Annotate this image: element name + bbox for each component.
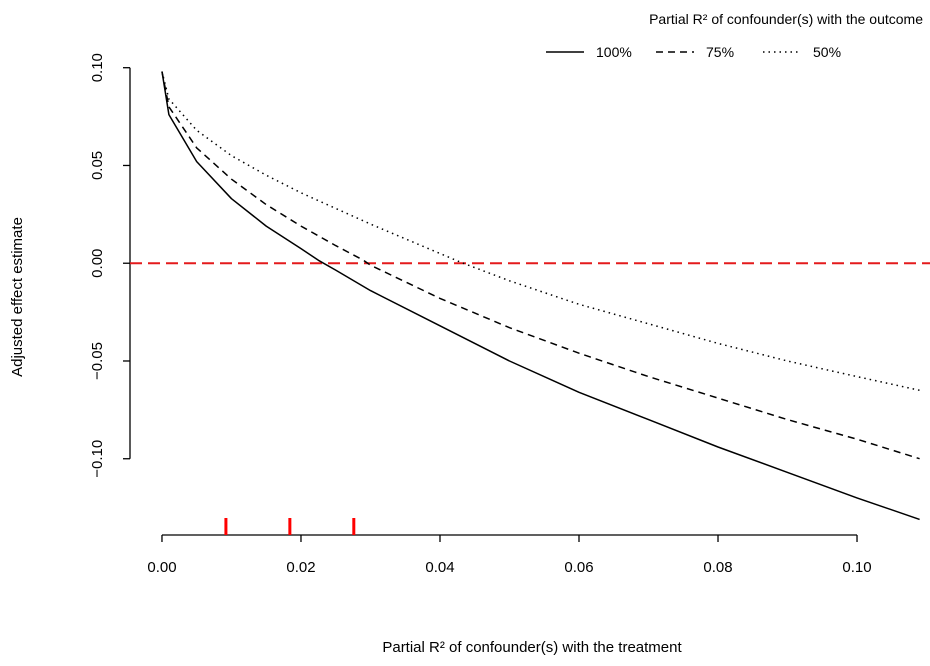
y-axis-ticks: −0.10 −0.05 0.00 0.05 0.10 — [89, 53, 130, 478]
legend-items: 100% 75% 50% — [546, 44, 841, 60]
x-tick-label-0-00: 0.00 — [147, 559, 176, 576]
x-axis-ticks: 0.00 0.02 0.04 0.06 0.08 0.10 — [147, 535, 872, 576]
y-tick-label-0-10: −0.10 — [89, 440, 106, 478]
x-tick-label-0-10: 0.10 — [842, 559, 871, 576]
y-tick-label-0-05: −0.05 — [89, 342, 106, 380]
y-tick-label-0-00: 0.00 — [89, 249, 106, 278]
x-axis-title: Partial R² of confounder(s) with the tre… — [382, 639, 682, 656]
x-tick-label-0-06: 0.06 — [564, 559, 593, 576]
x-tick-label-0-02: 0.02 — [286, 559, 315, 576]
legend: Partial R² of confounder(s) with the out… — [546, 11, 923, 60]
y-tick-label-0-10: 0.10 — [89, 53, 106, 82]
x-tick-label-0-08: 0.08 — [703, 559, 732, 576]
y-tick-label-0-05: 0.05 — [89, 151, 106, 180]
legend-title: Partial R² of confounder(s) with the out… — [649, 11, 923, 27]
x-tick-label-0-04: 0.04 — [425, 559, 454, 576]
legend-label-100: 100% — [596, 44, 632, 60]
series-line-75 — [161, 71, 920, 460]
series-lines — [161, 71, 920, 521]
axes: 0.00 0.02 0.04 0.06 0.08 0.10 −0.10−0.050.000… — [89, 53, 872, 576]
series-line-50 — [161, 71, 920, 392]
rug-marks — [224, 518, 356, 535]
y-axis-title: Adjusted effect estimate — [9, 217, 26, 377]
legend-label-75: 75% — [706, 44, 734, 60]
series-line-100 — [161, 71, 920, 521]
legend-label-50: 50% — [813, 44, 841, 60]
